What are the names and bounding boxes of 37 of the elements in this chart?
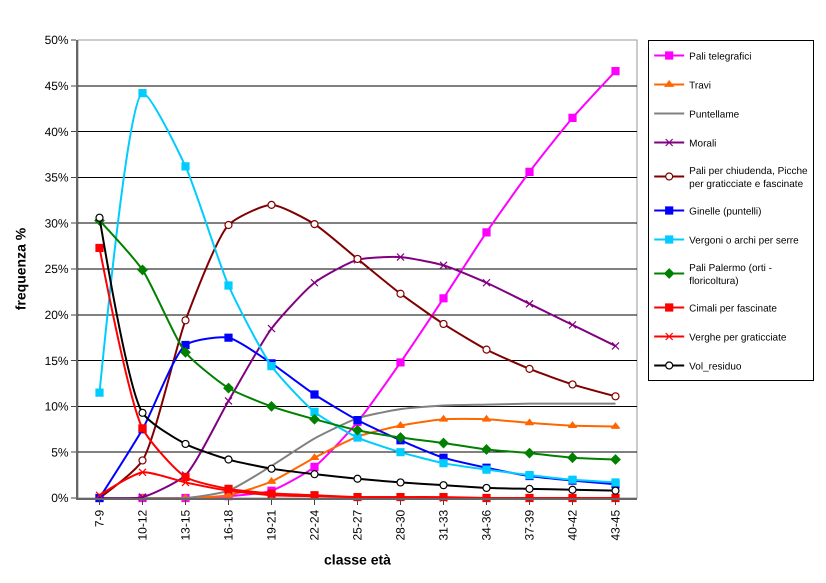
- y-tick-label: 10%: [44, 400, 69, 414]
- y-tick-label: 40%: [44, 124, 69, 139]
- y-tick-label: 0%: [51, 491, 69, 506]
- legend-label: Cimali per fascinate: [689, 303, 778, 314]
- y-tick-label: 35%: [44, 170, 69, 185]
- legend-label: Puntellame: [689, 109, 740, 120]
- legend-label: Verghe per graticciate: [689, 332, 787, 344]
- y-tick-label: 15%: [44, 354, 69, 368]
- x-tick-label: 16-18: [221, 509, 236, 541]
- legend-label: Vergoni o archi per serre: [689, 235, 800, 246]
- x-tick-label: 37-39: [522, 509, 536, 541]
- legend-label: Pali Palermo (orti - floricoltura): [689, 262, 772, 287]
- x-tick-label: 7-9: [92, 509, 106, 528]
- y-tick-label: 30%: [44, 216, 69, 230]
- legend-label: Pali telegrafici: [689, 51, 752, 62]
- legend-label: Vol_residuo: [689, 361, 742, 372]
- x-tick-label: 28-30: [393, 509, 408, 541]
- x-tick-label: 43-45: [608, 509, 622, 541]
- legend-label: Travi: [689, 80, 712, 92]
- x-tick-label: 40-42: [565, 509, 580, 541]
- legend-label: Pali per chiudenda, Picche per graticciate e fascinate: [689, 166, 808, 190]
- x-tick-label: 34-36: [479, 509, 494, 541]
- x-tick-label: 25-27: [350, 509, 364, 541]
- y-axis-title: frequenza %: [12, 227, 29, 310]
- y-tick-label: 20%: [44, 308, 69, 322]
- y-tick-label: 50%: [44, 33, 69, 48]
- x-tick-label: 19-21: [264, 509, 278, 541]
- y-tick-label: 45%: [44, 79, 69, 93]
- y-tick-label: 5%: [51, 445, 69, 460]
- x-tick-label: 10-12: [135, 509, 150, 541]
- x-tick-label: 31-33: [436, 509, 450, 541]
- x-axis-title: classe età: [324, 551, 392, 568]
- y-tick-label: 25%: [44, 262, 69, 276]
- legend-label: Morali: [689, 138, 716, 150]
- x-tick-label: 13-15: [178, 509, 192, 541]
- x-tick-label: 22-24: [307, 509, 322, 541]
- legend-label: Ginelle (puntelli): [689, 206, 762, 218]
